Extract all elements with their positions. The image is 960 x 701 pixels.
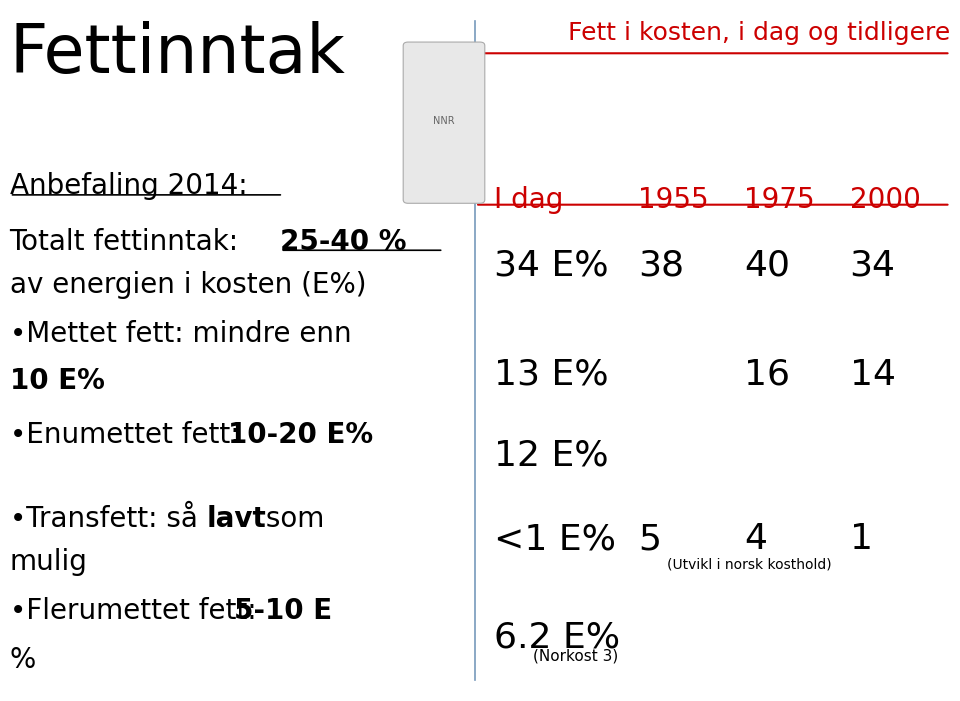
- Text: 5: 5: [638, 522, 661, 557]
- Text: 40: 40: [744, 249, 790, 283]
- Text: av energien i kosten (E%): av energien i kosten (E%): [10, 271, 366, 299]
- Text: <1 E%: <1 E%: [494, 522, 616, 557]
- Text: %: %: [10, 646, 36, 674]
- Text: 16: 16: [744, 358, 790, 392]
- Text: Fett i kosten, i dag og tidligere: Fett i kosten, i dag og tidligere: [568, 21, 950, 45]
- Text: 5-10 E: 5-10 E: [234, 597, 332, 625]
- Text: 2000: 2000: [850, 186, 921, 214]
- Text: (Utvikl i norsk kosthold): (Utvikl i norsk kosthold): [667, 557, 831, 571]
- Text: 6.2 E%: 6.2 E%: [494, 620, 620, 655]
- Text: 1955: 1955: [638, 186, 709, 214]
- Text: •Flerumettet fett:: •Flerumettet fett:: [10, 597, 265, 625]
- Text: 38: 38: [638, 249, 684, 283]
- Text: Fettinntak: Fettinntak: [10, 21, 346, 87]
- Text: 4: 4: [744, 522, 767, 557]
- Text: 12 E%: 12 E%: [494, 438, 609, 472]
- Text: 13 E%: 13 E%: [494, 358, 609, 392]
- Text: I dag: I dag: [494, 186, 564, 214]
- Text: 14: 14: [850, 358, 896, 392]
- Text: NNR: NNR: [433, 116, 455, 125]
- Text: som: som: [257, 505, 324, 533]
- Text: 10 E%: 10 E%: [10, 367, 105, 395]
- Text: mulig: mulig: [10, 548, 87, 576]
- Text: 34 E%: 34 E%: [494, 249, 609, 283]
- Text: 10-20 E%: 10-20 E%: [228, 421, 372, 449]
- Text: lavt: lavt: [206, 505, 266, 533]
- Text: 1: 1: [850, 522, 873, 557]
- Text: 1975: 1975: [744, 186, 815, 214]
- Text: 25-40 %: 25-40 %: [280, 228, 407, 256]
- Text: •Enumettet fett:: •Enumettet fett:: [10, 421, 248, 449]
- Text: •Transfett: så: •Transfett: så: [10, 505, 206, 533]
- Text: Totalt fettinntak:: Totalt fettinntak:: [10, 228, 248, 256]
- FancyBboxPatch shape: [403, 42, 485, 203]
- Text: •Mettet fett: mindre enn: •Mettet fett: mindre enn: [10, 320, 351, 348]
- Text: Anbefaling 2014:: Anbefaling 2014:: [10, 172, 248, 200]
- Text: (Norkost 3): (Norkost 3): [533, 648, 618, 663]
- Text: 34: 34: [850, 249, 896, 283]
